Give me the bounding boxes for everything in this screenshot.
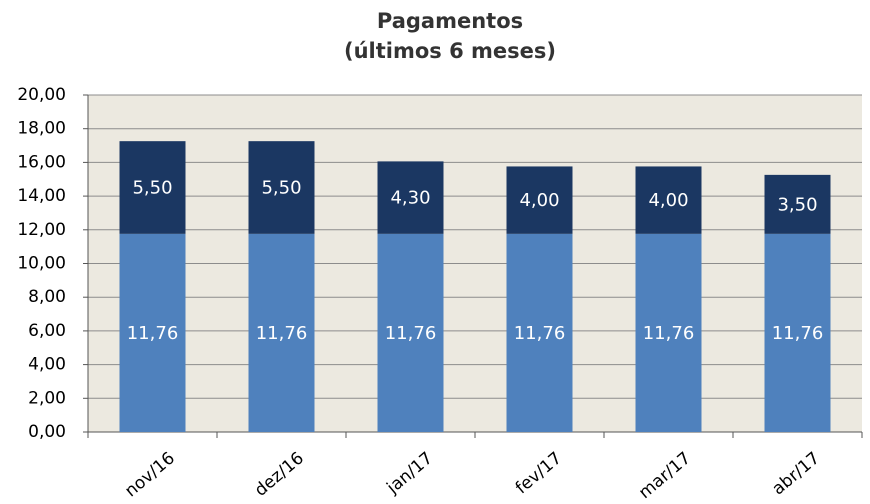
y-tick-label: 20,00 — [17, 85, 66, 105]
bar-segment — [248, 233, 315, 432]
value-label: 11,76 — [514, 323, 566, 344]
y-tick-label: 14,00 — [17, 186, 66, 206]
bar-segment — [377, 161, 444, 234]
y-tick-label: 16,00 — [17, 152, 66, 172]
chart-subtitle: (últimos 6 meses) — [344, 39, 556, 63]
value-label: 5,50 — [132, 178, 172, 199]
bar-segment — [248, 141, 315, 234]
y-tick-label: 2,00 — [28, 388, 66, 408]
x-tick-label: mar/17 — [635, 448, 695, 503]
bar-segment — [119, 233, 186, 432]
x-tick-label: abr/17 — [769, 448, 824, 499]
y-tick-label: 4,00 — [28, 355, 66, 375]
value-label: 11,76 — [643, 323, 695, 344]
x-tick-label: fev/17 — [512, 448, 566, 498]
bar-segment — [764, 233, 831, 432]
y-tick-label: 6,00 — [28, 321, 66, 341]
y-tick-label: 18,00 — [17, 119, 66, 139]
x-tick-label: jan/17 — [382, 448, 436, 498]
bar-segment — [506, 233, 573, 432]
y-tick-label: 10,00 — [17, 254, 66, 274]
bar-segment — [635, 166, 702, 234]
chart-title: Pagamentos — [377, 9, 523, 33]
bar-segment — [119, 141, 186, 234]
value-label: 11,76 — [385, 323, 437, 344]
bar-segment — [377, 233, 444, 432]
value-label: 4,00 — [648, 190, 688, 211]
y-tick-label: 12,00 — [17, 220, 66, 240]
value-label: 11,76 — [256, 323, 308, 344]
y-tick-label: 8,00 — [28, 287, 66, 307]
bar-segment — [764, 174, 831, 234]
y-tick-label: 0,00 — [28, 422, 66, 442]
bar-segment — [506, 166, 573, 234]
value-label: 11,76 — [127, 323, 179, 344]
value-label: 4,00 — [519, 190, 559, 211]
bar-segment — [635, 233, 702, 432]
x-tick-label: dez/16 — [251, 448, 308, 500]
value-label: 4,30 — [390, 188, 430, 209]
value-label: 3,50 — [777, 194, 817, 215]
x-tick-label: nov/16 — [121, 448, 179, 501]
value-label: 11,76 — [772, 323, 824, 344]
value-label: 5,50 — [261, 178, 301, 199]
